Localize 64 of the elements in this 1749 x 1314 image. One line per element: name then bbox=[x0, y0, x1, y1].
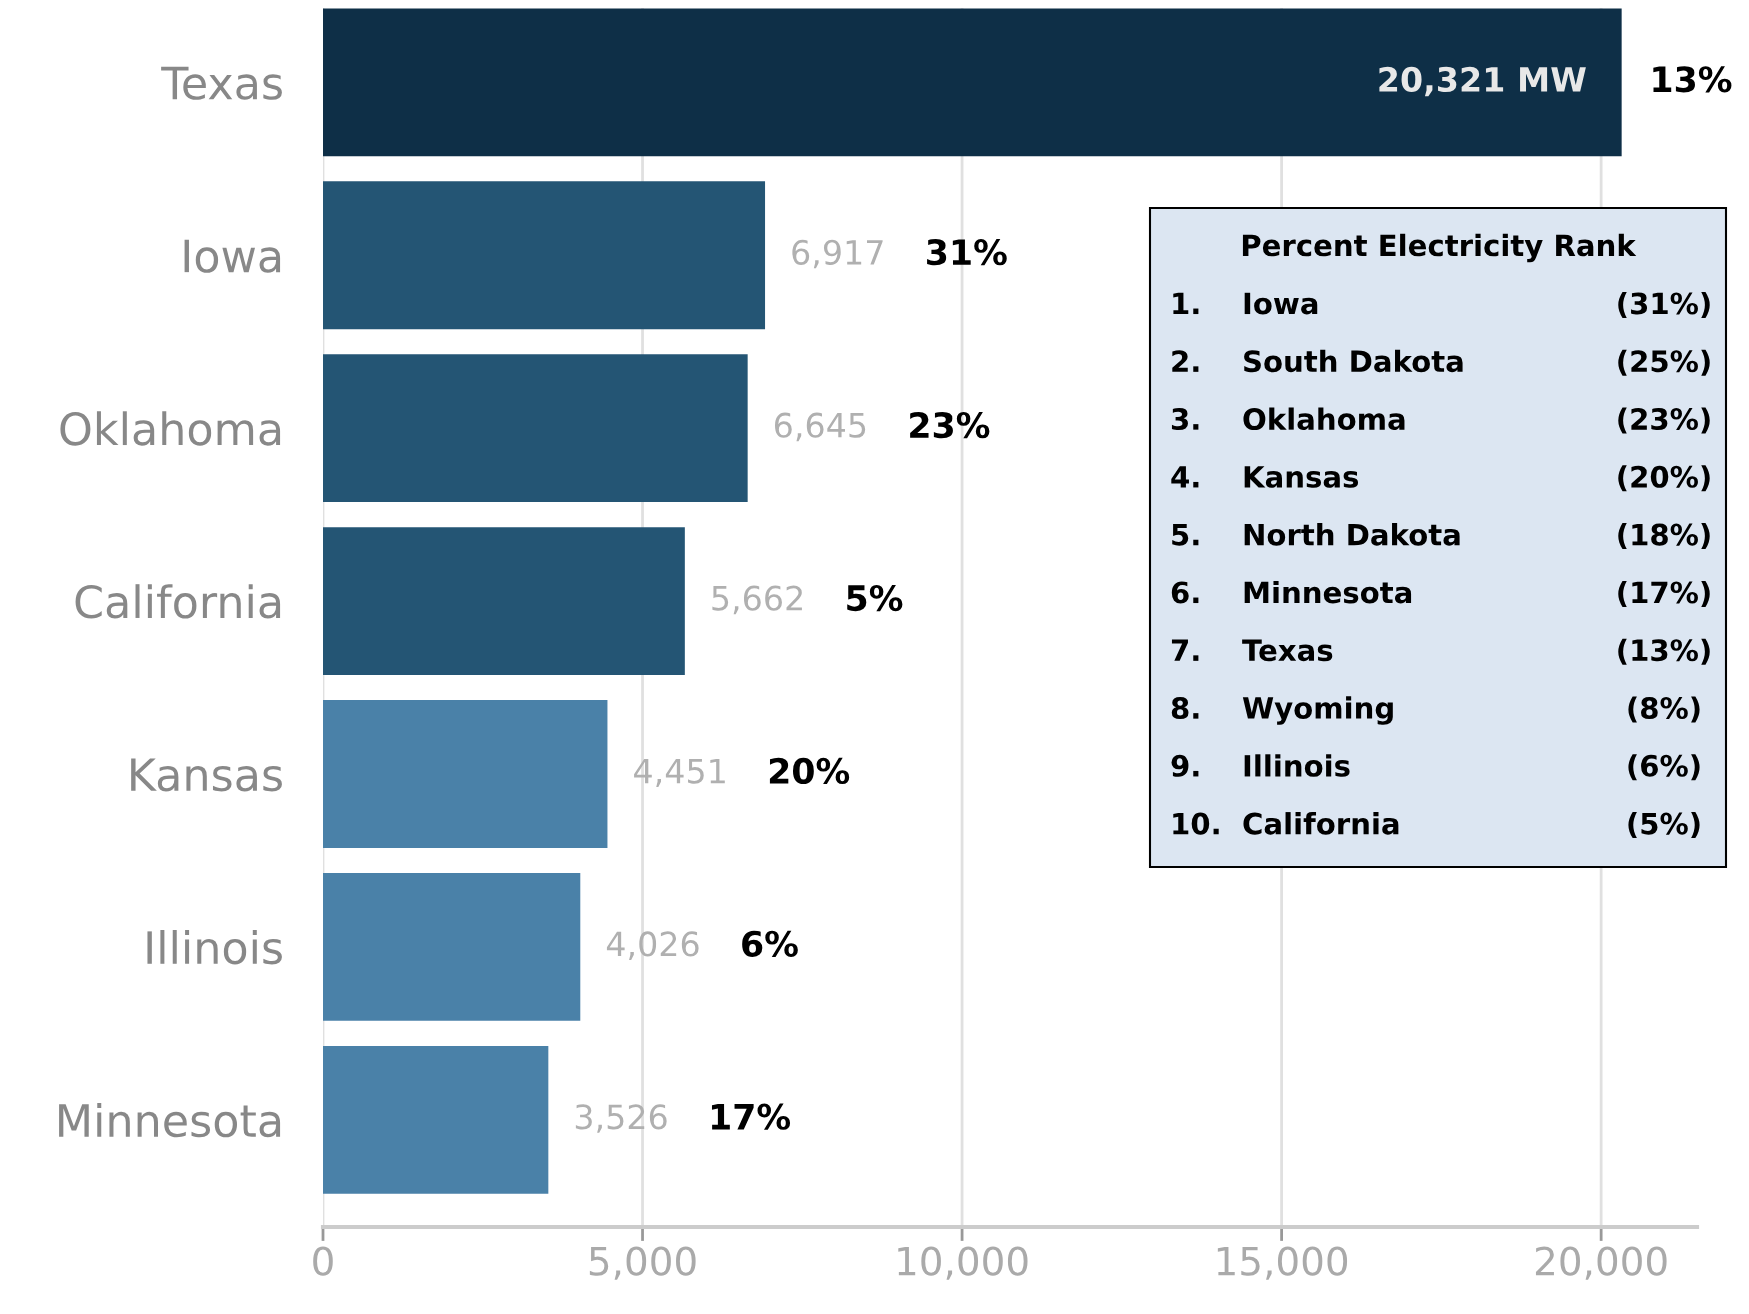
y-tick-label: Minnesota bbox=[59, 1102, 281, 1138]
y-tick-label: California bbox=[75, 584, 281, 619]
annotation: (25%) bbox=[1618, 349, 1710, 376]
annotation: (8%) bbox=[1628, 696, 1700, 723]
annotation: 31% bbox=[927, 239, 1007, 266]
annotation: Wyoming bbox=[1242, 696, 1393, 725]
annotation: 1. bbox=[1173, 292, 1199, 315]
annotation: North Dakota bbox=[1244, 523, 1460, 546]
bar bbox=[323, 872, 581, 1021]
data-label: 4,026 bbox=[606, 931, 699, 960]
data-label: 5,662 bbox=[712, 585, 802, 615]
annotation: 13% bbox=[1653, 66, 1732, 93]
bar bbox=[323, 700, 608, 848]
annotation: (20%) bbox=[1618, 465, 1710, 492]
annotation: (31%) bbox=[1618, 291, 1710, 318]
annotation: 5. bbox=[1172, 523, 1199, 546]
y-tick-label: Texas bbox=[161, 66, 282, 100]
annotation: Iowa bbox=[1244, 292, 1318, 315]
x-tick-label: 10,000 bbox=[898, 1246, 1028, 1280]
annotation: 10. bbox=[1173, 812, 1219, 835]
x-tick-label: 20,000 bbox=[1535, 1246, 1667, 1280]
annotation: (5%) bbox=[1628, 812, 1700, 839]
annotation: Kansas bbox=[1244, 466, 1359, 488]
annotation: (18%) bbox=[1618, 523, 1710, 550]
data-label: 4,451 bbox=[634, 758, 725, 788]
annotation: (23%) bbox=[1618, 407, 1710, 434]
annotation: Illinois bbox=[1244, 754, 1350, 777]
x-tick-label: 0 bbox=[313, 1246, 333, 1276]
annotation: 9. bbox=[1171, 754, 1199, 777]
annotation: Minnesota bbox=[1244, 580, 1412, 604]
annotation: 23% bbox=[910, 411, 990, 439]
bar bbox=[323, 181, 766, 330]
y-tick-label: Iowa bbox=[184, 239, 281, 273]
y-tick-label: Oklahoma bbox=[60, 411, 281, 446]
y-tick-label: Illinois bbox=[147, 930, 282, 965]
annotation: Percent Electricity Rank bbox=[1242, 233, 1637, 263]
annotation: California bbox=[1243, 812, 1399, 835]
x-tick-label: 5,000 bbox=[589, 1246, 696, 1280]
annotation: 6. bbox=[1171, 581, 1199, 604]
data-label: 3,526 bbox=[575, 1104, 667, 1133]
annotation: (6%) bbox=[1628, 754, 1700, 781]
annotation: 2. bbox=[1172, 350, 1199, 372]
annotation: Oklahoma bbox=[1243, 407, 1405, 431]
annotation: (17%) bbox=[1618, 580, 1710, 607]
bar bbox=[323, 527, 685, 675]
data-label: 6,645 bbox=[774, 412, 866, 442]
annotation: 7. bbox=[1171, 639, 1199, 661]
data-label: 6,917 bbox=[792, 239, 883, 269]
annotation: 17% bbox=[711, 1103, 791, 1130]
annotation: 4. bbox=[1171, 466, 1199, 488]
annotation: 5% bbox=[847, 584, 903, 612]
annotation: (13%) bbox=[1618, 638, 1710, 665]
bar bbox=[323, 354, 748, 503]
data-label: 20,321 MW bbox=[1379, 66, 1586, 97]
bar bbox=[323, 1045, 549, 1194]
annotation: 6% bbox=[742, 930, 798, 957]
annotation: 20% bbox=[769, 757, 850, 785]
annotation: South Dakota bbox=[1244, 349, 1463, 373]
annotation: 3. bbox=[1171, 408, 1199, 431]
x-tick-label: 15,000 bbox=[1217, 1246, 1348, 1280]
annotation: 8. bbox=[1171, 697, 1199, 720]
annotation: Texas bbox=[1242, 639, 1333, 662]
y-tick-label: Kansas bbox=[131, 758, 282, 792]
bar bbox=[323, 8, 1622, 157]
